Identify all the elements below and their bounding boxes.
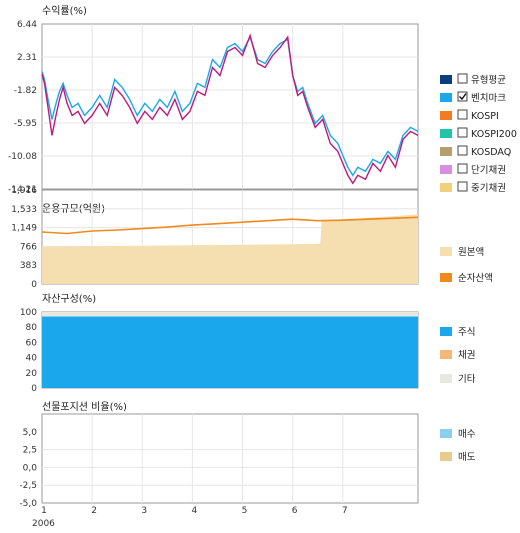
y-tick-label: 1,149: [11, 224, 37, 234]
y-tick-label: 2,5: [23, 446, 37, 456]
legend-swatch: [440, 452, 452, 461]
y-tick-label: 100: [20, 308, 37, 318]
y-tick-label: -14.21: [8, 185, 37, 195]
legend-swatch: [440, 327, 452, 336]
legend-checkbox[interactable]: [457, 109, 468, 120]
legend-label: KOSPI200: [471, 129, 517, 140]
y-tick-label: 1,533: [11, 205, 37, 215]
x-tick-label: 5: [242, 506, 248, 516]
y-tick-label: 383: [20, 261, 37, 271]
legend-label: KOSDAQ: [471, 147, 511, 158]
other-area: [42, 312, 418, 317]
y-tick-label: 40: [26, 354, 38, 364]
legend-label: 중기채권: [471, 182, 506, 194]
legend-swatch: [440, 165, 452, 174]
principal-area: [42, 214, 418, 284]
legend-swatch: [440, 350, 452, 359]
y-tick-label: -5.95: [14, 119, 37, 129]
legend-label: 매도: [458, 452, 476, 463]
y-tick-label: -2,5: [19, 481, 37, 491]
legend-swatch: [440, 129, 452, 138]
legend-swatch: [440, 273, 452, 282]
y-tick-label: -10.08: [8, 152, 37, 162]
legend-label: 원본액: [458, 246, 484, 258]
legend-label: 채권: [458, 349, 475, 361]
series-line-0: [41, 35, 419, 177]
chart-title: 수익률(%): [42, 5, 87, 17]
legend-label: 단기채권: [471, 164, 506, 176]
x-tick-label: 7: [342, 506, 348, 516]
net-asset-line: [41, 216, 419, 235]
y-tick-label: 80: [26, 323, 38, 333]
legend-label: 벤치마크: [471, 92, 506, 104]
chart-title: 선물포지션 비율(%): [42, 401, 127, 413]
y-tick-label: -1.82: [14, 86, 37, 96]
legend-checkbox[interactable]: [457, 145, 468, 156]
legend-checkbox[interactable]: [457, 181, 468, 192]
legend-checkbox[interactable]: [457, 73, 468, 84]
y-tick-label: 0: [31, 280, 37, 290]
check-icon: [459, 93, 467, 101]
x-tick-label: 2: [91, 506, 97, 516]
legend-label: 기타: [458, 374, 476, 385]
legend-swatch: [440, 147, 452, 156]
x-tick-label: 3: [141, 506, 147, 516]
plot-frame: [41, 23, 419, 190]
legend-checkbox[interactable]: [457, 127, 468, 138]
series-line-1: [41, 33, 419, 185]
x-year-label: 2006: [32, 519, 55, 529]
legend-checkbox[interactable]: [457, 163, 468, 174]
y-tick-label: 1,916: [11, 186, 37, 196]
y-tick-label: 60: [26, 338, 38, 348]
y-tick-label: 6.44: [17, 20, 37, 30]
legend-swatch: [440, 75, 452, 84]
legend-label: 유형평균: [471, 75, 506, 86]
legend-swatch: [440, 93, 452, 102]
y-tick-label: 5,0: [23, 428, 38, 438]
chart-title: 자산구성(%): [42, 293, 96, 305]
legend-label: 순자산액: [458, 272, 493, 284]
y-tick-label: 2.31: [17, 53, 37, 63]
y-tick-label: 0: [31, 384, 37, 394]
x-tick-label: 4: [192, 506, 198, 516]
legend-swatch: [440, 247, 452, 256]
legend-swatch: [440, 183, 452, 192]
x-tick-label: 1: [41, 506, 47, 516]
legend-swatch: [440, 111, 452, 120]
y-tick-label: -5,0: [19, 499, 37, 509]
x-tick-label: 6: [292, 506, 298, 516]
y-tick-label: 0,0: [23, 463, 38, 473]
y-tick-label: 766: [20, 242, 37, 252]
legend-checkbox[interactable]: [457, 91, 468, 102]
legend-label: 매수: [458, 429, 476, 440]
plot-frame: [41, 413, 419, 504]
legend-swatch: [440, 429, 452, 438]
legend-swatch: [440, 374, 452, 383]
legend-label: 주식: [458, 327, 475, 338]
y-tick-label: 20: [26, 369, 38, 379]
stock-area: [42, 316, 418, 388]
legend-label: KOSPI: [471, 111, 499, 122]
